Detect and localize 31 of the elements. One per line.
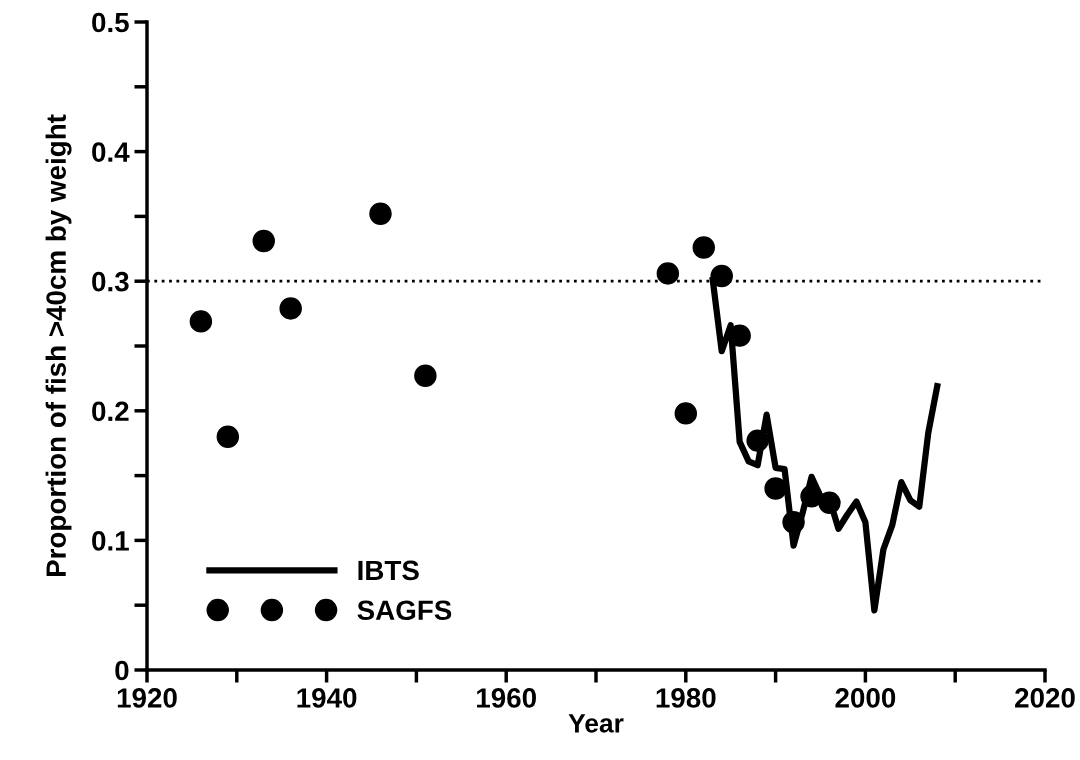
x-tick-label: 2020	[1015, 688, 1075, 708]
x-axis-title: Year	[568, 714, 624, 733]
point	[800, 485, 823, 508]
y-axis-title: Proportion of fish >40cm by weight	[45, 114, 72, 577]
legend-label: IBTS	[358, 560, 419, 581]
point	[782, 511, 805, 534]
x-tick-label: 1940	[297, 688, 357, 708]
point	[369, 202, 392, 226]
x-tick-label: 2000	[835, 688, 896, 708]
point	[674, 402, 698, 425]
point	[216, 425, 240, 448]
point	[746, 429, 769, 452]
x-tick-label: 1960	[477, 688, 536, 708]
y-tick-label: 0.3	[92, 271, 129, 292]
point	[764, 477, 787, 500]
point	[656, 262, 680, 285]
point	[710, 264, 733, 288]
point	[189, 310, 213, 333]
point	[818, 491, 841, 515]
x-tick-label: 1920	[117, 688, 177, 708]
y-tick-label: 0.1	[92, 531, 129, 551]
y-tick-label: 0.4	[92, 142, 130, 162]
point	[692, 236, 715, 259]
y-tick-label: 0.5	[92, 12, 129, 33]
point	[414, 364, 437, 388]
y-tick-label: 0.2	[92, 401, 129, 422]
point	[279, 297, 302, 320]
x-tick-label: 1980	[656, 688, 716, 708]
legend-label: SAGFS	[357, 600, 452, 621]
y-tick-label: 0	[115, 660, 129, 681]
point	[252, 229, 275, 253]
